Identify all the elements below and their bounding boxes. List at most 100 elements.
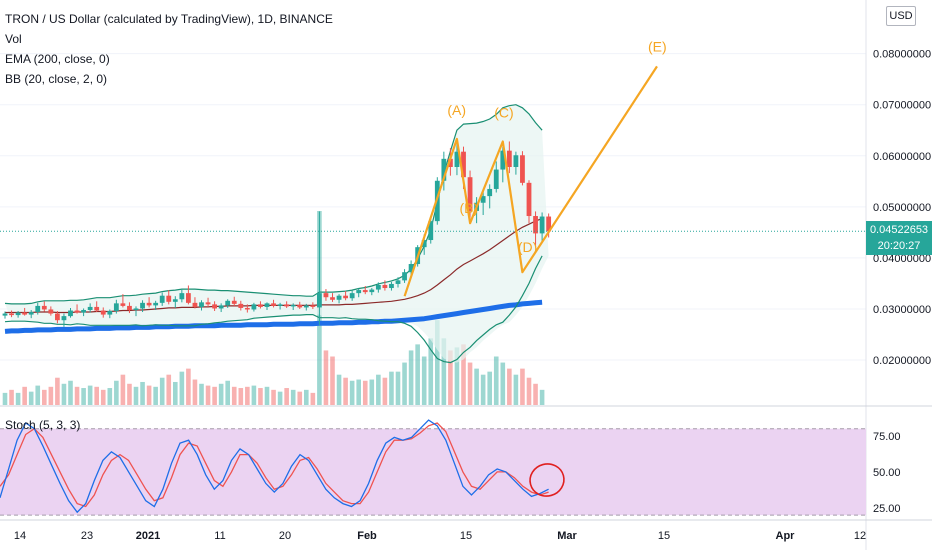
volume-bar [179, 371, 185, 405]
candle-body [231, 300, 237, 304]
time-tick-label: 2021 [136, 530, 160, 542]
volume-bar [218, 383, 224, 405]
candle-body [290, 304, 296, 307]
candle-body [448, 158, 453, 167]
volume-bar [277, 391, 283, 405]
candle-body [375, 284, 381, 290]
volume-bar [533, 383, 538, 405]
candle-body [349, 293, 355, 299]
candle-body [297, 304, 303, 308]
volume-bar [55, 377, 60, 405]
hand-drawn-circle[interactable] [526, 460, 567, 500]
elliott-wave-drawing[interactable] [403, 65, 658, 297]
last-price-tag: 0.04522653 20:20:27 [866, 221, 932, 255]
candle-body [533, 216, 538, 234]
volume-bar [68, 380, 73, 405]
volume-bar [526, 377, 532, 405]
candle-body [461, 151, 466, 178]
indicator-vol[interactable]: Vol [5, 32, 22, 46]
time-tick-label: 12 [854, 530, 866, 542]
candle-body [343, 295, 348, 299]
candle-body [74, 310, 80, 313]
volume-bar [284, 388, 289, 405]
candle-body [539, 216, 545, 234]
candle-body [258, 304, 263, 307]
stoch-axis[interactable]: 75.00 50.00 25.00 [873, 431, 901, 515]
volume-bar [2, 392, 8, 405]
volume-bar [22, 386, 27, 405]
candle-body [546, 216, 552, 232]
candle-body [238, 303, 244, 308]
candle-body [2, 313, 8, 316]
candle-body [192, 302, 198, 307]
volume-bar [480, 374, 486, 405]
indicator-stoch[interactable]: Stoch (5, 3, 3) [5, 418, 81, 432]
candle-body [107, 311, 113, 315]
candle-body [172, 299, 178, 302]
candle-body [513, 155, 519, 167]
volume-bar [474, 368, 479, 405]
volume-bar [192, 379, 198, 405]
candle-body [199, 302, 204, 307]
candle-body [186, 293, 191, 303]
indicator-ema[interactable]: EMA (200, close, 0) [5, 52, 110, 66]
volume-bar [114, 380, 119, 405]
volume-bar [376, 374, 381, 405]
stoch-band-background [0, 428, 866, 516]
candle-body [277, 304, 283, 306]
volume-bar [205, 385, 211, 405]
candle-body [493, 169, 499, 189]
wave-label: (A) [447, 102, 466, 118]
candlesticks [2, 138, 552, 327]
symbol-title[interactable]: TRON / US Dollar (calculated by TradingV… [5, 12, 333, 26]
volume-bar [81, 388, 86, 405]
candle-body [166, 295, 172, 302]
time-tick-label: 15 [658, 530, 670, 542]
candle-body [225, 300, 231, 306]
price-axis[interactable]: 0.08000000 0.07000000 0.06000000 0.05000000… [873, 49, 931, 367]
volume-bar [402, 362, 407, 405]
volume-bar [448, 350, 453, 405]
candle-body [336, 295, 342, 300]
candle-body [323, 293, 329, 298]
price-tick-label: 0.06000000 [873, 151, 931, 163]
wave-label: (C) [494, 104, 513, 120]
candle-body [100, 310, 106, 315]
time-tick-label: 15 [460, 530, 472, 542]
time-tick-label: Feb [357, 530, 377, 542]
stoch-d-line [0, 422, 549, 508]
volume-bar [500, 362, 506, 405]
volume-bar [507, 368, 512, 405]
volume-bar [212, 386, 217, 405]
volume-bar [513, 374, 519, 405]
volume-bar [48, 386, 54, 405]
time-tick-label: 14 [14, 530, 26, 542]
volume-bar [356, 379, 361, 405]
candle-body [395, 280, 401, 284]
volume-bar [264, 386, 270, 405]
price-tick-label: 0.05000000 [873, 202, 931, 214]
volume-bar [120, 374, 126, 405]
time-axis[interactable]: 14 23 2021 11 20 Feb 15 Mar 15 Apr 12 [14, 530, 866, 542]
candle-body [369, 289, 375, 293]
indicator-bb[interactable]: BB (20, close, 2, 0) [5, 72, 108, 86]
volume-bar [441, 338, 447, 405]
time-tick-label: 20 [279, 530, 291, 542]
volume-bar [28, 391, 34, 405]
volume-bar [42, 389, 47, 405]
candle-body [55, 313, 60, 321]
candle-body [87, 306, 93, 310]
volume-bar [127, 383, 132, 405]
volume-bar [467, 362, 473, 405]
candle-body [362, 290, 368, 293]
currency-button[interactable]: USD [886, 6, 916, 26]
volume-bar [408, 350, 414, 405]
candle-body [402, 272, 407, 281]
volume-bar [435, 320, 440, 405]
volume-bar [133, 386, 139, 405]
candle-body [310, 305, 316, 307]
candle-body [179, 293, 185, 300]
volume-bar [271, 389, 276, 405]
price-tick-label: 0.07000000 [873, 100, 931, 112]
